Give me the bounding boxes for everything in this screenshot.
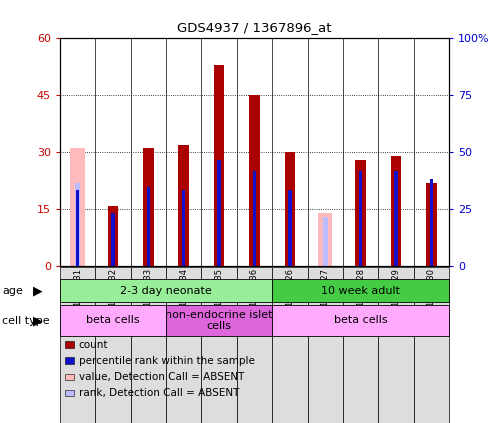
Bar bbox=[60, 267, 95, 423]
Bar bbox=[143, 148, 154, 266]
Bar bbox=[179, 145, 189, 266]
Text: 2-3 day neonate: 2-3 day neonate bbox=[120, 286, 212, 296]
Text: cell type: cell type bbox=[2, 316, 50, 326]
Text: age: age bbox=[2, 286, 23, 296]
Bar bbox=[237, 267, 272, 423]
Text: percentile rank within the sample: percentile rank within the sample bbox=[79, 356, 254, 366]
Bar bbox=[182, 190, 186, 266]
Bar bbox=[108, 206, 118, 266]
Bar bbox=[394, 171, 398, 266]
Bar bbox=[252, 171, 256, 266]
Bar bbox=[60, 305, 166, 336]
Bar bbox=[284, 152, 295, 266]
Bar bbox=[343, 267, 378, 423]
Text: value, Detection Call = ABSENT: value, Detection Call = ABSENT bbox=[79, 372, 244, 382]
Text: rank, Detection Call = ABSENT: rank, Detection Call = ABSENT bbox=[79, 388, 239, 398]
Bar bbox=[249, 95, 260, 266]
Text: ▶: ▶ bbox=[32, 314, 42, 327]
Bar bbox=[202, 267, 237, 423]
Bar bbox=[323, 217, 328, 266]
Bar bbox=[355, 160, 366, 266]
Bar bbox=[426, 183, 437, 266]
Bar bbox=[288, 190, 291, 266]
Bar bbox=[147, 187, 150, 266]
Text: beta cells: beta cells bbox=[334, 316, 387, 325]
Bar bbox=[378, 267, 414, 423]
Bar bbox=[218, 160, 221, 266]
Bar bbox=[166, 267, 202, 423]
Bar bbox=[359, 171, 362, 266]
Title: GDS4937 / 1367896_at: GDS4937 / 1367896_at bbox=[177, 21, 332, 34]
Bar bbox=[307, 267, 343, 423]
Bar bbox=[272, 305, 449, 336]
Bar bbox=[76, 190, 79, 266]
Text: beta cells: beta cells bbox=[86, 316, 140, 325]
Bar bbox=[414, 267, 449, 423]
Bar bbox=[272, 279, 449, 302]
Bar bbox=[166, 305, 272, 336]
Bar bbox=[430, 179, 433, 266]
Bar bbox=[111, 213, 115, 266]
Text: non-endocrine islet
cells: non-endocrine islet cells bbox=[165, 310, 273, 331]
Text: count: count bbox=[79, 340, 108, 350]
Bar bbox=[60, 279, 272, 302]
Bar bbox=[318, 213, 332, 266]
Bar bbox=[95, 267, 131, 423]
Bar bbox=[75, 183, 80, 266]
Bar bbox=[391, 156, 401, 266]
Bar bbox=[214, 65, 225, 266]
Text: ▶: ▶ bbox=[32, 285, 42, 297]
Bar bbox=[131, 267, 166, 423]
Text: 10 week adult: 10 week adult bbox=[321, 286, 400, 296]
Bar bbox=[272, 267, 307, 423]
Bar bbox=[70, 148, 85, 266]
